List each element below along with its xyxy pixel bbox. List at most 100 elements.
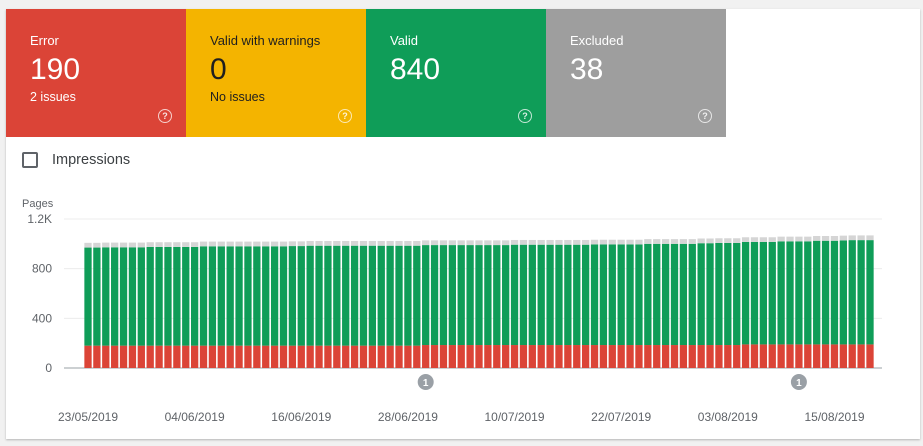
bar-error bbox=[564, 345, 572, 368]
bar-error bbox=[599, 345, 608, 368]
impressions-checkbox[interactable] bbox=[22, 152, 38, 168]
bar-valid bbox=[270, 246, 279, 346]
bar-error bbox=[199, 345, 208, 368]
bar-error bbox=[395, 345, 403, 368]
bar-excluded bbox=[84, 242, 92, 248]
bar-valid bbox=[84, 247, 92, 346]
impressions-label: Impressions bbox=[52, 152, 131, 168]
bar-error bbox=[190, 345, 199, 368]
bar-excluded bbox=[599, 239, 608, 245]
bar-excluded bbox=[128, 242, 137, 248]
valid-tile-label: Valid bbox=[390, 33, 418, 48]
bar-error bbox=[244, 345, 252, 368]
error-tile[interactable]: Error 190 2 issues ? bbox=[6, 9, 186, 137]
bar-excluded bbox=[688, 239, 696, 244]
bar-excluded bbox=[795, 236, 803, 242]
bar-valid bbox=[368, 245, 377, 346]
bar-error bbox=[546, 345, 554, 368]
bar-valid bbox=[661, 243, 670, 346]
bar-error bbox=[182, 345, 190, 368]
bar-valid bbox=[475, 245, 483, 346]
bar-valid bbox=[679, 243, 688, 346]
bar-valid bbox=[706, 243, 714, 346]
bar-error bbox=[857, 344, 865, 368]
x-tick-label: 16/06/2019 bbox=[271, 410, 331, 424]
impressions-toggle[interactable]: Impressions bbox=[22, 152, 130, 168]
bar-excluded bbox=[404, 240, 412, 246]
bar-error bbox=[102, 345, 110, 368]
bar-valid bbox=[715, 242, 723, 346]
bar-excluded bbox=[395, 240, 403, 246]
bar-error bbox=[786, 344, 794, 368]
bar-excluded bbox=[324, 240, 332, 246]
annotation-marker[interactable]: 1 bbox=[790, 374, 807, 390]
bar-valid bbox=[324, 245, 332, 346]
bar-excluded bbox=[288, 241, 297, 247]
excluded-tile[interactable]: Excluded 38 ? bbox=[546, 9, 726, 137]
bar-valid bbox=[226, 246, 234, 346]
bar-valid bbox=[217, 246, 225, 346]
bar-valid bbox=[164, 246, 172, 346]
bar-error bbox=[724, 345, 732, 368]
bar-error bbox=[484, 345, 492, 368]
bar-excluded bbox=[502, 240, 510, 246]
bar-error bbox=[137, 345, 145, 368]
bar-error bbox=[368, 345, 377, 368]
bar-excluded bbox=[342, 240, 350, 246]
bar-valid bbox=[813, 240, 821, 345]
bar-excluded bbox=[786, 236, 794, 242]
bar-error bbox=[839, 344, 847, 368]
bar-valid bbox=[439, 245, 448, 346]
bar-error bbox=[111, 345, 119, 368]
bar-valid bbox=[555, 244, 563, 346]
bar-excluded bbox=[244, 241, 252, 247]
y-tick-label: 0 bbox=[45, 361, 52, 375]
valid-tile-value: 840 bbox=[390, 53, 441, 86]
bar-valid bbox=[821, 240, 830, 345]
bar-excluded bbox=[564, 239, 572, 245]
bar-excluded bbox=[830, 236, 839, 241]
bar-valid bbox=[759, 241, 768, 345]
bar-error bbox=[795, 344, 803, 368]
bar-excluded bbox=[519, 239, 528, 245]
bar-excluded bbox=[359, 240, 368, 246]
annotation-marker[interactable]: 1 bbox=[417, 374, 434, 390]
bar-valid bbox=[866, 240, 874, 345]
bar-error bbox=[422, 345, 430, 368]
bar-excluded bbox=[857, 235, 865, 241]
bar-error bbox=[208, 345, 217, 368]
bar-valid bbox=[519, 244, 528, 346]
x-axis: 23/05/2019 04/06/2019 16/06/2019 28/06/2019… bbox=[58, 410, 865, 424]
bar-error bbox=[457, 345, 465, 368]
bar-valid bbox=[537, 244, 545, 346]
bar-error bbox=[262, 345, 270, 368]
bar-valid bbox=[493, 245, 501, 346]
bar-error bbox=[510, 345, 519, 368]
bar-error bbox=[493, 345, 501, 368]
bar-valid bbox=[244, 246, 252, 346]
bar-valid bbox=[697, 243, 705, 346]
bar-valid bbox=[173, 246, 181, 346]
help-circle-icon[interactable]: ? bbox=[158, 109, 172, 123]
help-circle-icon[interactable]: ? bbox=[698, 109, 712, 123]
annotation-circle bbox=[790, 374, 807, 390]
bar-excluded bbox=[724, 238, 732, 243]
help-circle-icon[interactable]: ? bbox=[518, 109, 532, 123]
bar-valid bbox=[146, 246, 154, 346]
bar-valid bbox=[430, 245, 439, 346]
bar-excluded bbox=[493, 240, 501, 246]
bar-error bbox=[528, 345, 536, 368]
bar-excluded bbox=[226, 241, 234, 247]
bar-error bbox=[519, 345, 528, 368]
bar-excluded bbox=[182, 242, 190, 247]
bar-error bbox=[288, 345, 297, 368]
valid-tile[interactable]: Valid 840 ? bbox=[366, 9, 546, 137]
bar-valid bbox=[93, 247, 101, 346]
bar-excluded bbox=[661, 239, 670, 244]
bar-error bbox=[333, 345, 341, 368]
bar-valid bbox=[457, 245, 465, 346]
valid-with-warnings-tile[interactable]: Valid with warnings 0 No issues ? bbox=[186, 9, 366, 137]
bar-valid bbox=[528, 244, 536, 346]
help-circle-icon[interactable]: ? bbox=[338, 109, 352, 123]
